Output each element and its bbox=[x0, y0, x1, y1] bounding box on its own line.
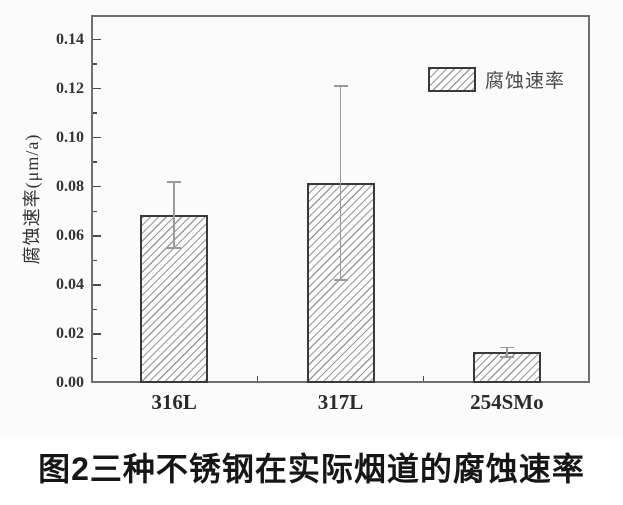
y-tick-label: 0.12 bbox=[56, 79, 84, 97]
x-minor-tick bbox=[256, 376, 259, 381]
y-tick-label: 0.06 bbox=[56, 226, 84, 244]
x-category-label-317L: 317L bbox=[317, 390, 364, 414]
y-minor-tick bbox=[93, 210, 97, 213]
y-tick-label: 0.10 bbox=[56, 128, 84, 146]
y-minor-tick bbox=[93, 308, 97, 311]
y-major-tick bbox=[93, 185, 101, 188]
y-minor-tick bbox=[93, 161, 97, 163]
y-major-tick bbox=[93, 284, 101, 286]
legend-hatch-swatch bbox=[428, 67, 476, 92]
figure-caption: 图2三种不锈钢在实际烟道的腐蚀速率 bbox=[38, 451, 585, 487]
x-minor-tick bbox=[422, 376, 425, 381]
y-minor-tick bbox=[93, 63, 97, 65]
y-tick-label: 0.00 bbox=[56, 374, 84, 391]
legend-label: 腐蚀速率 bbox=[485, 71, 566, 92]
error-bar-line-254SMo bbox=[506, 347, 508, 358]
bar-chart: 腐蚀速率(μm/a) 腐蚀速率 0.00 0.02 0.04 0.06 0.08 0.10… bbox=[22, 15, 590, 414]
error-bar-top-cap-316L bbox=[167, 181, 182, 183]
x-category-label-316L: 316L bbox=[151, 390, 197, 414]
legend: 腐蚀速率 bbox=[428, 66, 565, 93]
y-tick-label: 0.08 bbox=[56, 177, 84, 195]
y-minor-tick bbox=[93, 357, 97, 360]
y-tick-label: 0.02 bbox=[56, 324, 84, 342]
error-bar-line-316L bbox=[173, 181, 175, 249]
y-major-tick bbox=[93, 235, 101, 237]
y-minor-tick bbox=[93, 112, 97, 114]
error-bar-bottom-cap-317L bbox=[333, 279, 348, 281]
y-major-tick bbox=[93, 38, 101, 41]
y-major-tick bbox=[93, 87, 101, 90]
error-bar-bottom-cap-316L bbox=[167, 247, 182, 249]
x-category-label-254SMo: 254SMo bbox=[470, 390, 544, 414]
y-major-tick bbox=[93, 136, 101, 139]
error-bar-top-cap-254SMo bbox=[499, 346, 514, 349]
y-tick-label: 0.14 bbox=[56, 30, 84, 48]
error-bar-top-cap-317L bbox=[333, 85, 348, 87]
error-bar-line-317L bbox=[339, 86, 342, 280]
y-minor-tick bbox=[93, 259, 97, 262]
error-bar-bottom-cap-254SMo bbox=[499, 356, 514, 358]
y-tick-label: 0.04 bbox=[56, 275, 84, 293]
y-major-tick bbox=[93, 333, 101, 335]
